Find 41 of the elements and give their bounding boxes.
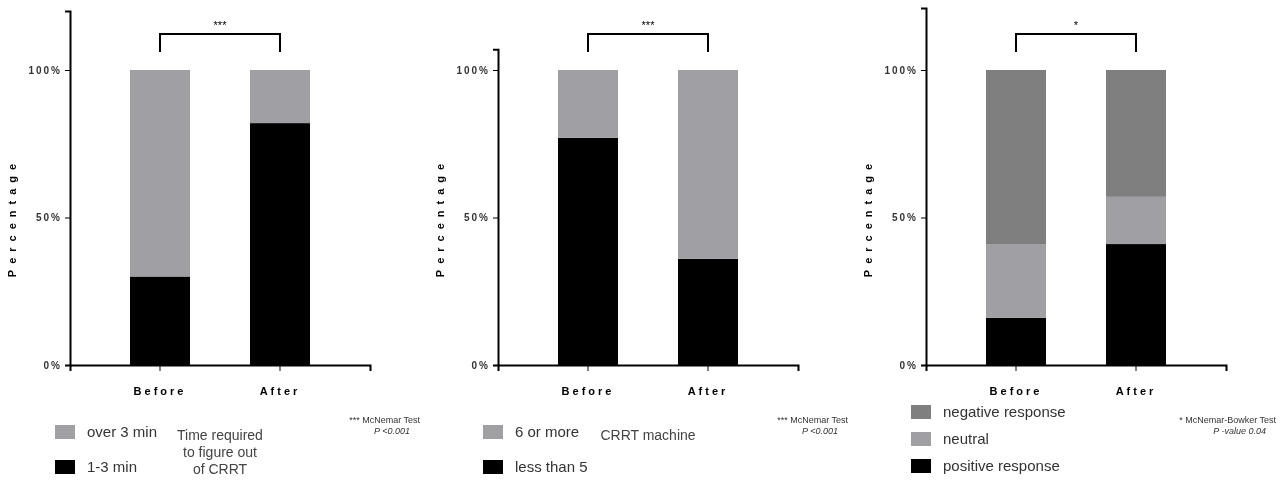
x-axis-title: Time required to figure out of CRRT xyxy=(177,427,263,477)
bar xyxy=(678,70,738,259)
x-tick-label: Before xyxy=(561,384,615,397)
legend-label: positive response xyxy=(943,457,1060,474)
x-axis-title: CRRT machine xyxy=(600,427,696,443)
bar xyxy=(250,70,310,124)
bar xyxy=(986,70,1046,245)
annotation: *** xyxy=(213,19,228,31)
bar xyxy=(1106,70,1166,197)
bar xyxy=(558,70,618,138)
text: *** McNemar Test P <0.001 xyxy=(349,415,421,436)
y-tick-label: 100% xyxy=(884,64,918,76)
x-tick-label: Before xyxy=(133,384,187,397)
legend-label: over 3 min xyxy=(87,423,158,440)
text: *** xyxy=(641,19,656,31)
y-tick-label: 0% xyxy=(899,359,918,371)
x-tick-label: After xyxy=(1115,384,1157,397)
bar xyxy=(1106,196,1166,245)
text: * McNemar-Bowker Test P -value 0.04 xyxy=(1179,415,1277,436)
annotation: * xyxy=(1073,19,1079,31)
y-tick-label: 50% xyxy=(463,212,490,224)
legend-label: neutral xyxy=(943,430,989,447)
legend-label: negative response xyxy=(943,403,1066,420)
y-tick-label: 50% xyxy=(891,212,918,224)
legend-label: 6 or more xyxy=(515,423,580,440)
text: *** McNemar Test P <0.001 xyxy=(777,415,849,436)
y-tick-label: 0% xyxy=(43,359,62,371)
y-tick-label: 100% xyxy=(456,64,490,76)
y-axis-title: Percentage xyxy=(434,157,446,278)
legend-label: 1-3 min xyxy=(87,458,138,475)
y-tick-label: 100% xyxy=(28,64,62,76)
y-axis-title: Percentage xyxy=(6,157,18,278)
y-tick-label: 50% xyxy=(35,212,62,224)
bar xyxy=(130,70,190,277)
legend-label: less than 5 xyxy=(515,458,588,475)
x-tick-label: After xyxy=(259,384,301,397)
y-axis-title: Percentage xyxy=(862,157,874,278)
bar xyxy=(986,244,1046,318)
x-tick-label: Before xyxy=(989,384,1043,397)
y-tick-label: 0% xyxy=(471,359,490,371)
x-tick-label: After xyxy=(687,384,729,397)
